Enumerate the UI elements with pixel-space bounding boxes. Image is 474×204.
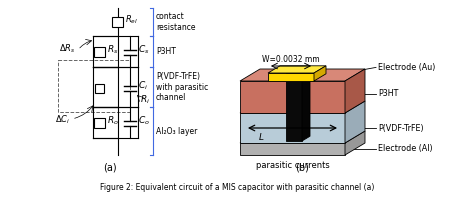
Text: (b): (b) — [296, 163, 310, 173]
Bar — [58, 60, 130, 112]
Polygon shape — [345, 69, 365, 113]
Text: Figure 2: Equivalent circuit of a MIS capacitor with parasitic channel (a): Figure 2: Equivalent circuit of a MIS ca… — [100, 184, 374, 193]
Text: $\Delta R_s$: $\Delta R_s$ — [58, 43, 75, 55]
Text: P(VDF-TrFE)
with parasitic
channel: P(VDF-TrFE) with parasitic channel — [156, 72, 208, 102]
Text: P3HT: P3HT — [378, 89, 398, 98]
Text: parasitic currents: parasitic currents — [255, 161, 329, 170]
Bar — [94, 118, 106, 128]
Text: $C_s$: $C_s$ — [138, 44, 149, 56]
Text: P3HT: P3HT — [156, 47, 176, 56]
Polygon shape — [286, 68, 310, 73]
Text: $R_o$: $R_o$ — [107, 115, 119, 127]
Polygon shape — [240, 143, 345, 155]
Polygon shape — [345, 131, 365, 155]
Polygon shape — [240, 101, 365, 113]
Polygon shape — [314, 66, 326, 81]
Polygon shape — [240, 113, 345, 143]
Polygon shape — [268, 66, 326, 73]
Text: $R_i$: $R_i$ — [140, 94, 150, 106]
Polygon shape — [268, 73, 314, 81]
Text: W=0.0032 mm: W=0.0032 mm — [262, 55, 320, 64]
Text: $R_s$: $R_s$ — [107, 44, 118, 56]
Polygon shape — [240, 131, 365, 143]
Text: $\Delta C_i$: $\Delta C_i$ — [55, 114, 70, 126]
Bar — [94, 47, 106, 57]
Polygon shape — [302, 68, 310, 141]
Bar — [95, 83, 104, 92]
Text: $C_o$: $C_o$ — [138, 115, 150, 127]
Text: (a): (a) — [103, 163, 117, 173]
Text: $C_i$: $C_i$ — [138, 80, 148, 92]
Bar — [112, 17, 124, 27]
Polygon shape — [240, 81, 345, 113]
Text: $R_{el}$: $R_{el}$ — [125, 14, 138, 26]
Text: Al₂O₃ layer: Al₂O₃ layer — [156, 126, 197, 135]
Polygon shape — [240, 69, 365, 81]
Polygon shape — [286, 73, 302, 141]
Text: L: L — [258, 133, 264, 142]
Polygon shape — [345, 101, 365, 143]
Text: Electrode (Au): Electrode (Au) — [378, 63, 436, 72]
Text: P(VDF-TrFE): P(VDF-TrFE) — [378, 123, 424, 133]
Text: Electrode (Al): Electrode (Al) — [378, 144, 433, 153]
Text: contact
resistance: contact resistance — [156, 12, 195, 32]
